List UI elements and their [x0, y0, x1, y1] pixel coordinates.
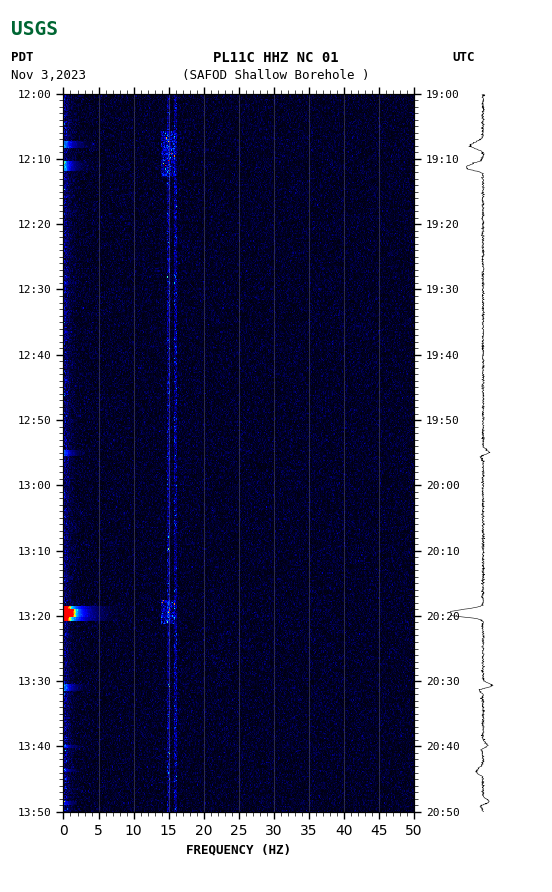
Text: PDT: PDT [11, 52, 34, 64]
Text: Nov 3,2023: Nov 3,2023 [11, 70, 86, 82]
X-axis label: FREQUENCY (HZ): FREQUENCY (HZ) [186, 843, 291, 856]
Text: USGS: USGS [11, 20, 58, 38]
Text: UTC: UTC [453, 52, 475, 64]
Text: (SAFOD Shallow Borehole ): (SAFOD Shallow Borehole ) [182, 70, 370, 82]
Text: PL11C HHZ NC 01: PL11C HHZ NC 01 [213, 51, 339, 65]
